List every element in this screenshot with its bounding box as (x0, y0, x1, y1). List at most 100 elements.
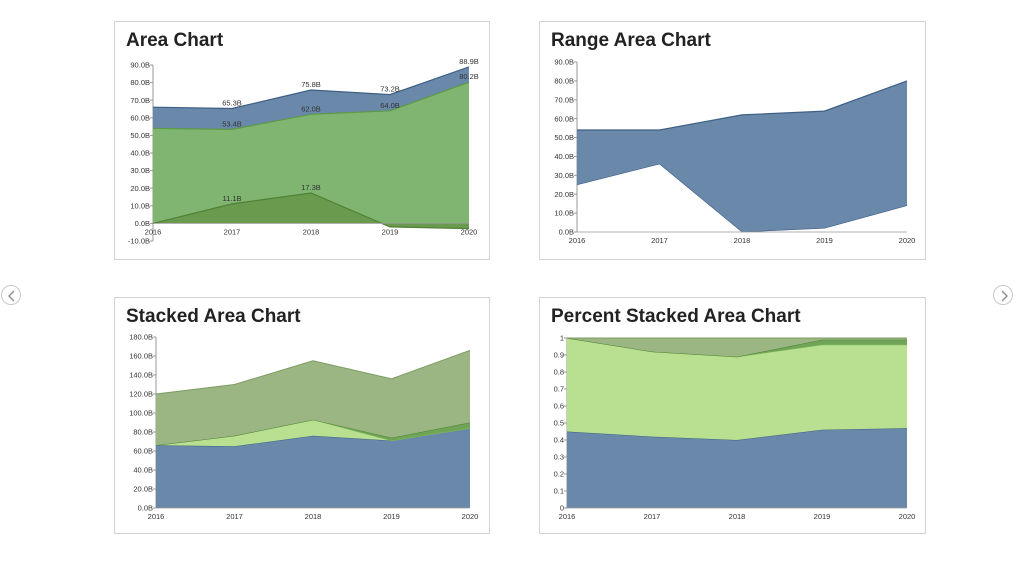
y-tick-label: 0.3 (554, 453, 564, 462)
data-label: 62.0B (301, 104, 321, 113)
y-tick-label: 80.0B (130, 78, 150, 87)
x-tick-label: 2016 (145, 227, 162, 236)
y-tick-label: 0.4 (554, 436, 564, 445)
y-tick-label: 40.0B (554, 152, 574, 161)
y-tick-label: 0.8 (554, 368, 564, 377)
stacked-area-chart: 0.0B 20.0B 40.0B 60.0B 80.0B 100.0B 120.0B 140.… (129, 333, 479, 521)
stacked-series-3 (567, 338, 907, 357)
y-tick-label: 160.0B (129, 352, 153, 361)
y-tick-label: 30.0B (130, 166, 150, 175)
y-tick-label: -10.0B (128, 237, 150, 246)
stacked-series-3 (156, 350, 470, 446)
stacked-series-1 (156, 419, 470, 447)
y-tick-label: 180.0B (129, 333, 153, 342)
x-tick-label: 2018 (303, 227, 320, 236)
x-tick-label: 2019 (383, 512, 400, 521)
data-label: 11.1B (222, 194, 241, 203)
x-tick-label: 2018 (729, 512, 746, 521)
y-tick-label: 10.0B (554, 209, 574, 218)
data-label: 80.2B (459, 72, 479, 81)
y-tick-label: 80.0B (133, 428, 153, 437)
y-tick-label: 0.7 (554, 385, 564, 394)
area-series-2 (153, 193, 469, 229)
percent-stacked-area-chart-card: Percent Stacked Area Chart 0 0.1 0.2 0.3 0.4… (539, 297, 926, 534)
data-label: 75.8B (301, 80, 321, 89)
y-tick-label: 50.0B (130, 131, 150, 140)
x-tick-label: 2016 (148, 512, 165, 521)
x-tick-label: 2017 (651, 236, 668, 245)
next-slide-button[interactable] (993, 285, 1013, 305)
stacked-series-2 (567, 338, 907, 357)
y-tick-label: 50.0B (554, 133, 574, 142)
data-label: 17.3B (301, 183, 321, 192)
y-tick-label: 80.0B (554, 76, 574, 85)
y-tick-label: 60.0B (130, 113, 150, 122)
y-tick-label: 0.5 (554, 419, 564, 428)
stacked-line-2 (566, 337, 907, 358)
y-tick-label: 70.0B (554, 95, 574, 104)
x-tick-label: 2017 (224, 227, 241, 236)
series-line-1 (152, 81, 470, 131)
x-tick-label: 2018 (734, 236, 751, 245)
prev-slide-button[interactable] (1, 285, 21, 305)
y-tick-label: 0.0B (559, 228, 574, 237)
x-tick-label: 2019 (814, 512, 831, 521)
y-tick-label: 20.0B (133, 485, 153, 494)
x-tick-label: 2020 (899, 512, 916, 521)
y-tick-label: 0.0B (135, 219, 150, 228)
data-label: 65.3B (222, 98, 242, 107)
x-tick-label: 2019 (382, 227, 399, 236)
y-tick-label: 70.0B (130, 96, 150, 105)
chart-title: Percent Stacked Area Chart (551, 306, 801, 327)
y-tick-label: 20.0B (130, 184, 150, 193)
x-tick-label: 2020 (899, 236, 916, 245)
chart-title: Stacked Area Chart (126, 306, 301, 327)
area-chart-card: Area Chart -10.0B 0.0B 10.0B 20.0B 30.0B 40.0… (114, 21, 490, 260)
chevron-left-icon (8, 290, 15, 302)
x-tick-label: 2020 (462, 512, 479, 521)
area-chart: -10.0B 0.0B 10.0B 20.0B 30.0B 40.0B 50.0B 60.0B… (128, 57, 479, 246)
y-tick-label: 90.0B (554, 58, 574, 67)
y-tick-label: 40.0B (130, 149, 150, 158)
y-tick-label: 1 (560, 334, 564, 343)
y-tick-label: 60.0B (554, 114, 574, 123)
y-tick-label: 0 (560, 504, 564, 513)
stacked-series-0 (567, 428, 907, 508)
chart-title: Range Area Chart (551, 30, 711, 51)
chevron-right-icon (1001, 290, 1008, 302)
y-tick-label: 0.9 (554, 351, 564, 360)
range-area-chart: 0.0B 10.0B 20.0B 30.0B 40.0B 50.0B 60.0B 70.0B 8… (554, 58, 916, 245)
y-tick-label: 120.0B (129, 390, 153, 399)
y-tick-label: 0.2 (554, 470, 564, 479)
y-tick-label: 40.0B (133, 466, 153, 475)
series-line-2 (152, 192, 470, 230)
series-line-0 (152, 66, 470, 110)
y-tick-label: 0.0B (138, 504, 153, 513)
chart-title: Area Chart (126, 30, 224, 51)
y-tick-label: 140.0B (129, 371, 153, 380)
data-label: 64.0B (380, 101, 400, 110)
stacked-area-chart-card: Stacked Area Chart 0.0B 20.0B 40.0B 60.0B 80… (114, 297, 490, 534)
x-tick-label: 2016 (559, 512, 576, 521)
x-tick-label: 2018 (305, 512, 322, 521)
y-tick-label: 100.0B (129, 409, 153, 418)
range-high-line (577, 80, 908, 131)
range-area (577, 80, 907, 233)
y-tick-label: 10.0B (130, 201, 150, 210)
y-tick-label: 0.1 (554, 487, 564, 496)
y-tick-label: 20.0B (554, 190, 574, 199)
x-tick-label: 2016 (569, 236, 586, 245)
stacked-series-2 (156, 419, 470, 446)
x-tick-label: 2017 (644, 512, 661, 521)
data-label: 73.2B (380, 85, 400, 94)
percent-stacked-area-chart: 0 0.1 0.2 0.3 0.4 0.5 0.6 0.7 0.8 0.9 1 2016 2017 201… (554, 334, 916, 521)
area-series-1 (153, 82, 469, 224)
data-label: 53.4B (222, 119, 242, 128)
x-tick-label: 2020 (461, 227, 478, 236)
data-label: 88.9B (459, 57, 479, 66)
y-tick-label: 90.0B (130, 61, 150, 70)
x-tick-label: 2017 (226, 512, 243, 521)
y-tick-label: 0.6 (554, 402, 564, 411)
stacked-line-3 (155, 349, 471, 395)
y-tick-label: 30.0B (554, 171, 574, 180)
